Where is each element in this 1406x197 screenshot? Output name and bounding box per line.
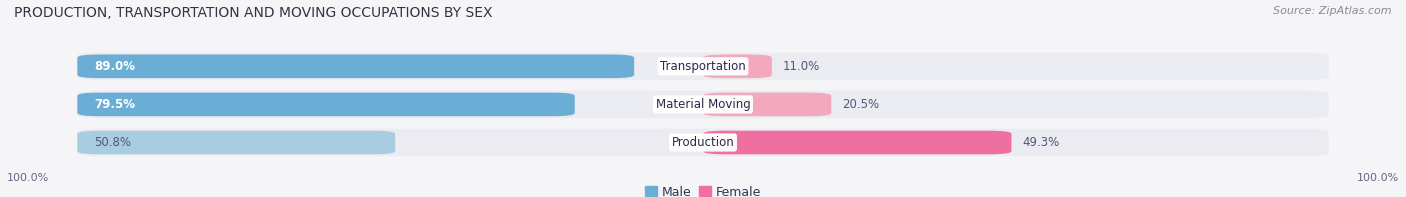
Text: 89.0%: 89.0% <box>94 60 135 73</box>
FancyBboxPatch shape <box>77 129 1329 156</box>
Text: Material Moving: Material Moving <box>655 98 751 111</box>
Text: 100.0%: 100.0% <box>1357 173 1399 183</box>
FancyBboxPatch shape <box>703 93 831 116</box>
Text: Production: Production <box>672 136 734 149</box>
FancyBboxPatch shape <box>77 93 575 116</box>
FancyBboxPatch shape <box>703 131 1011 154</box>
FancyBboxPatch shape <box>77 91 1329 118</box>
Text: 11.0%: 11.0% <box>783 60 820 73</box>
Text: Source: ZipAtlas.com: Source: ZipAtlas.com <box>1274 6 1392 16</box>
FancyBboxPatch shape <box>77 55 634 78</box>
Text: 79.5%: 79.5% <box>94 98 135 111</box>
Text: 100.0%: 100.0% <box>7 173 49 183</box>
Text: 49.3%: 49.3% <box>1022 136 1060 149</box>
FancyBboxPatch shape <box>77 131 395 154</box>
Text: 20.5%: 20.5% <box>842 98 880 111</box>
Text: 50.8%: 50.8% <box>94 136 131 149</box>
Legend: Male, Female: Male, Female <box>645 186 761 197</box>
Text: Transportation: Transportation <box>661 60 745 73</box>
FancyBboxPatch shape <box>77 53 1329 80</box>
FancyBboxPatch shape <box>703 55 772 78</box>
Text: PRODUCTION, TRANSPORTATION AND MOVING OCCUPATIONS BY SEX: PRODUCTION, TRANSPORTATION AND MOVING OC… <box>14 6 492 20</box>
